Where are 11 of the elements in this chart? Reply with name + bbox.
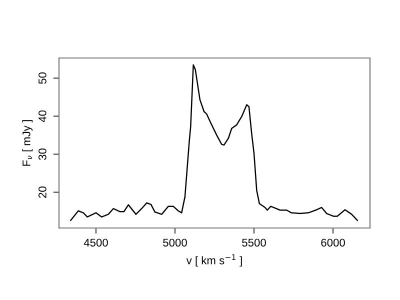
x-axis-title: v [ km s$^{−1}$ ] — [186, 254, 242, 267]
y-tick-label: 50 — [38, 72, 46, 84]
x-tick-label: 5000 — [163, 238, 187, 247]
x-tick-label: 5500 — [242, 238, 266, 247]
x-tick-label: 6000 — [321, 238, 345, 247]
line-series — [70, 64, 358, 222]
y-tick-label: 40 — [38, 110, 46, 122]
y-tick-label: 20 — [38, 186, 46, 198]
y-tick-label: 30 — [38, 148, 46, 160]
x-tick-label: 4500 — [84, 238, 108, 247]
y-axis-title: F$_{ν}$ [ mJy ] — [22, 120, 33, 166]
